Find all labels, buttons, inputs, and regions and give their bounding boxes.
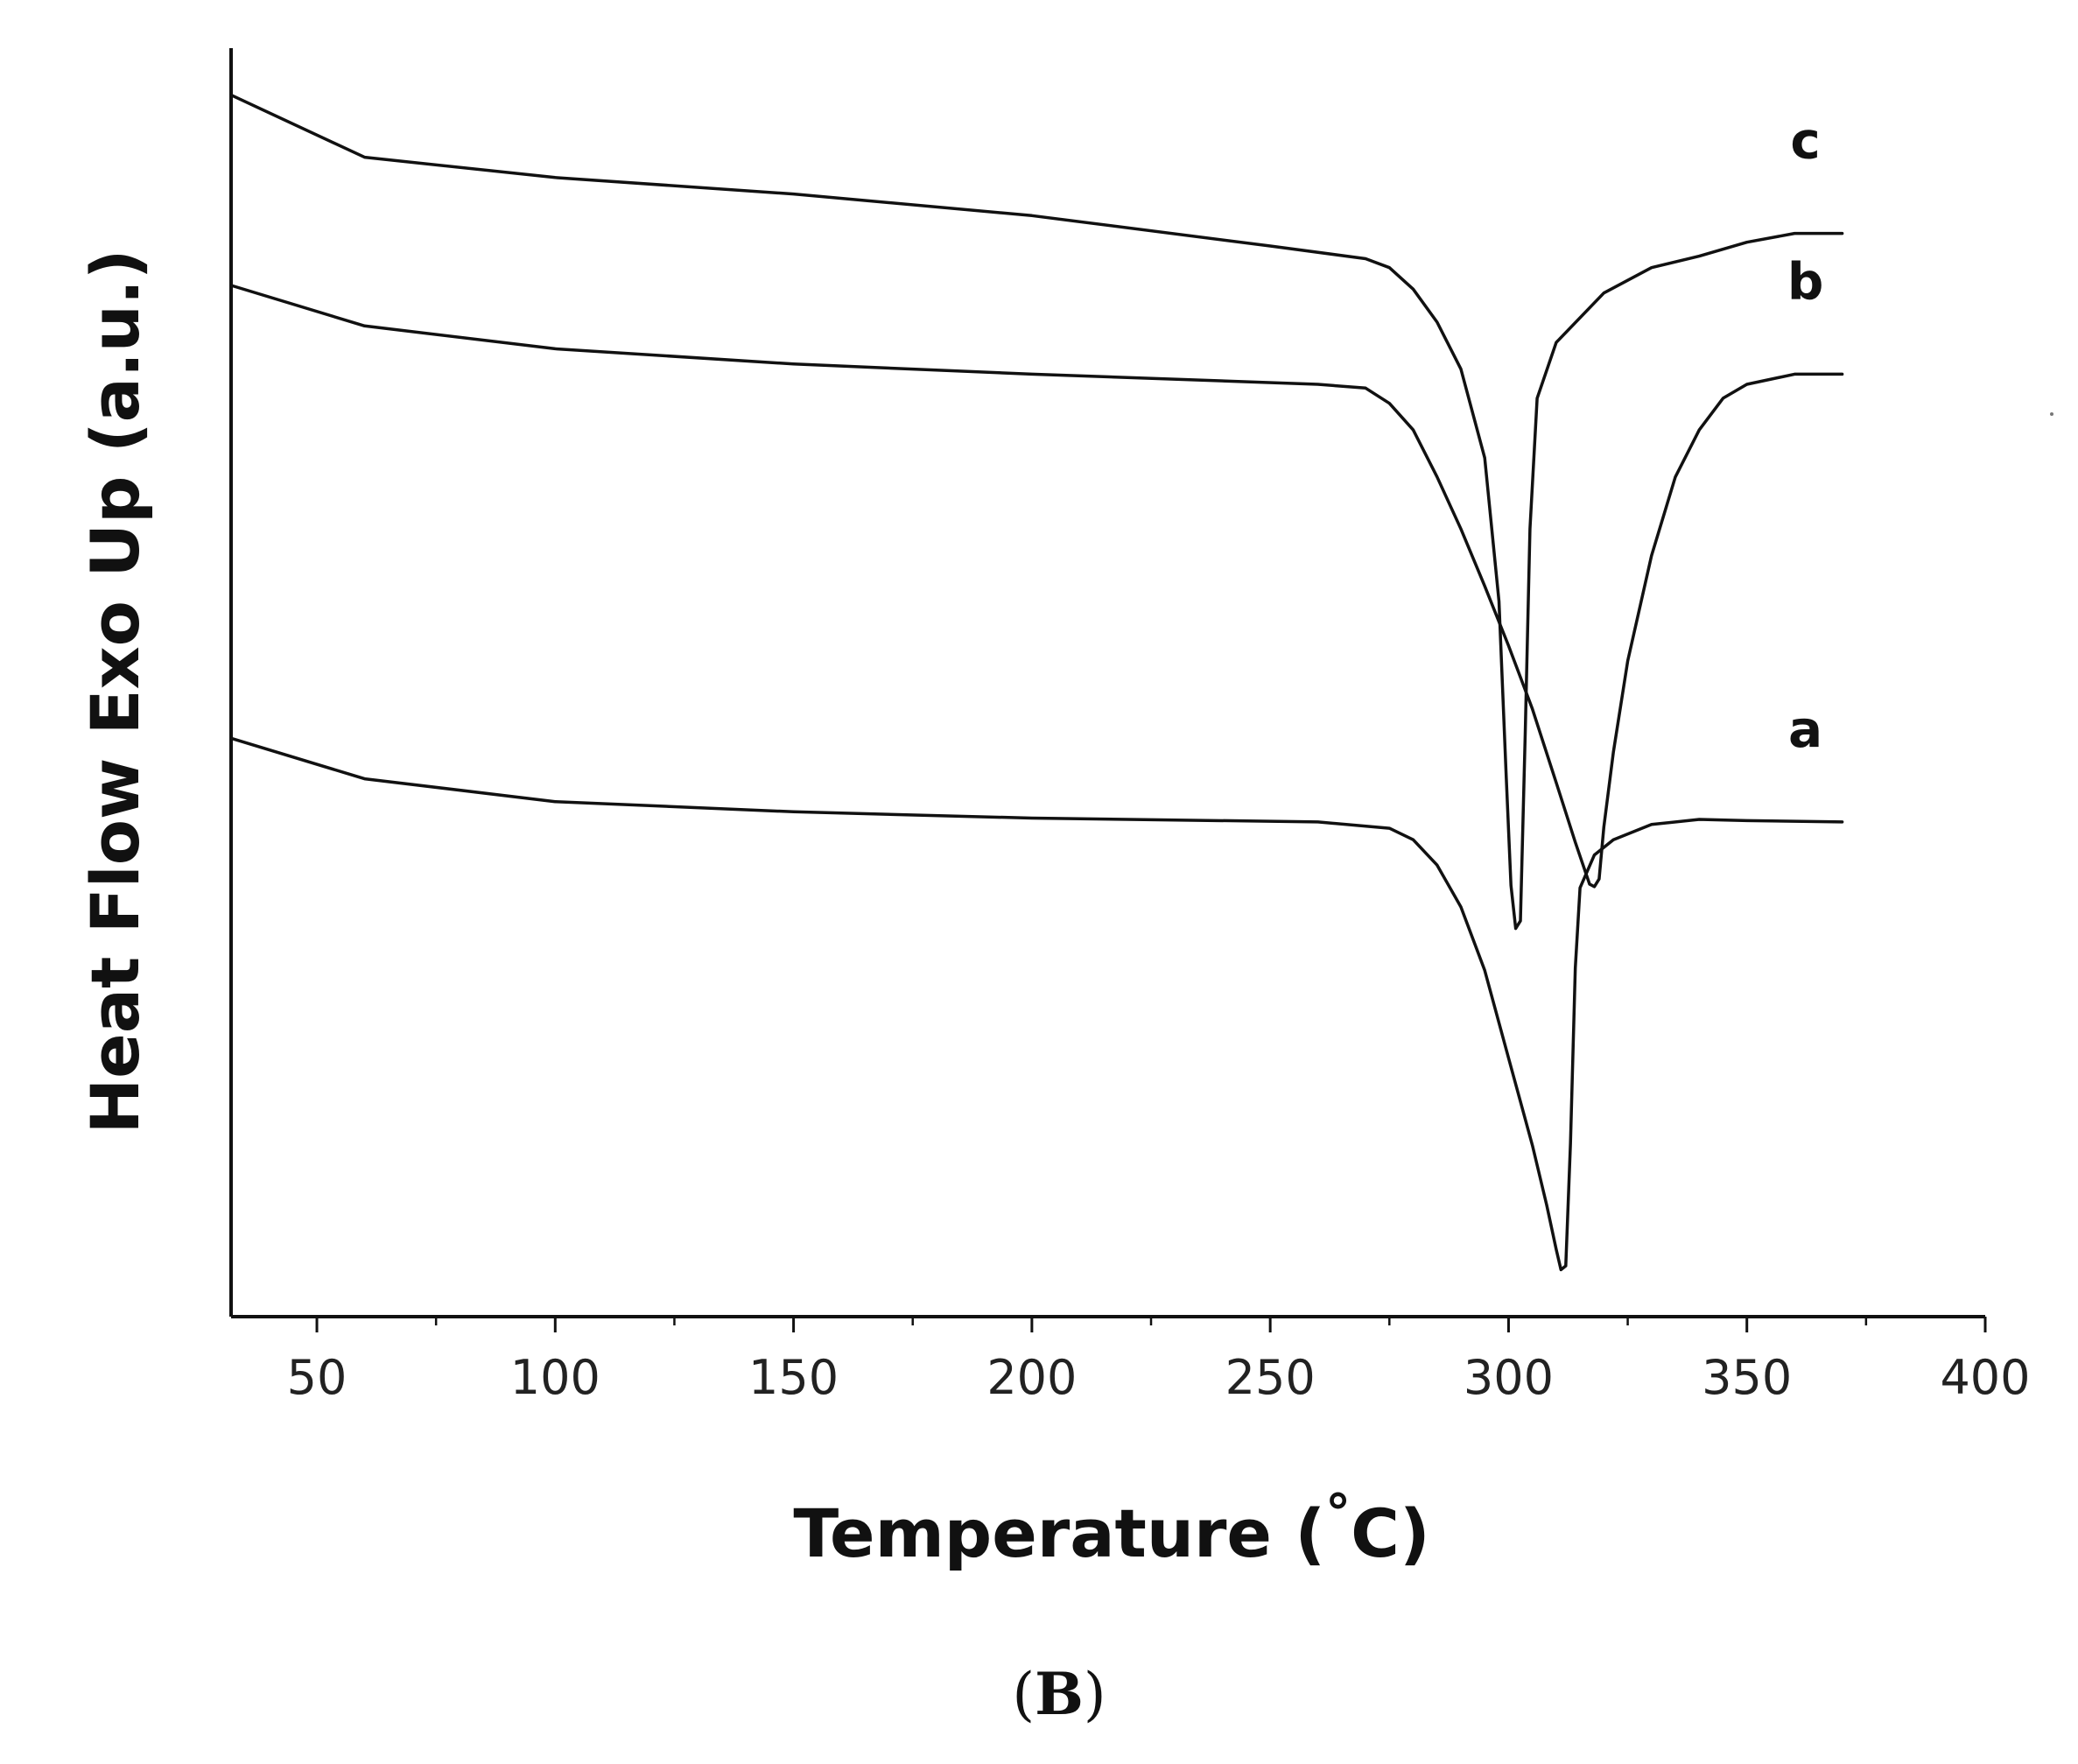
- x-tick-label-100: 100: [510, 1350, 600, 1405]
- series-labels: a b c: [1787, 111, 1824, 759]
- x-tick-label-400: 400: [1940, 1350, 2030, 1405]
- panel-label: (B): [1012, 1660, 1106, 1728]
- series-label-c: c: [1790, 111, 1820, 171]
- x-tick-label-150: 150: [748, 1350, 839, 1405]
- axes: [229, 48, 1985, 1318]
- series-line-c: [229, 93, 1844, 931]
- panel-label-letter: B: [1035, 1660, 1084, 1728]
- series-line-b: [229, 284, 1844, 889]
- series-label-b: b: [1787, 251, 1824, 311]
- x-axis-title-main: Temperature (: [793, 1494, 1325, 1572]
- series-label-a: a: [1788, 699, 1822, 759]
- y-axis-title: Heat Flow Exo Up (a.u.): [76, 249, 154, 1135]
- x-tick-label-200: 200: [986, 1350, 1077, 1405]
- x-tick-label-50: 50: [287, 1350, 348, 1405]
- panel-label-open: (: [1012, 1661, 1035, 1728]
- panel-label-close: ): [1084, 1661, 1106, 1728]
- x-axis-title-unit: C: [1351, 1494, 1400, 1572]
- x-axis-title-close: ): [1400, 1494, 1430, 1572]
- x-tick-label-350: 350: [1702, 1350, 1792, 1405]
- series-lines: [229, 93, 1844, 1272]
- x-axis-title-degree: °: [1325, 1483, 1351, 1543]
- x-tick-label-250: 250: [1225, 1350, 1316, 1405]
- x-ticks: [315, 1317, 1987, 1332]
- x-tick-labels: 50 100 150 200 250 300 350 400: [287, 1350, 2031, 1405]
- x-tick-label-300: 300: [1464, 1350, 1554, 1405]
- x-axis-title: Temperature (°C): [793, 1483, 1429, 1572]
- stray-dot: [2050, 412, 2053, 416]
- series-line-a: [229, 736, 1844, 1272]
